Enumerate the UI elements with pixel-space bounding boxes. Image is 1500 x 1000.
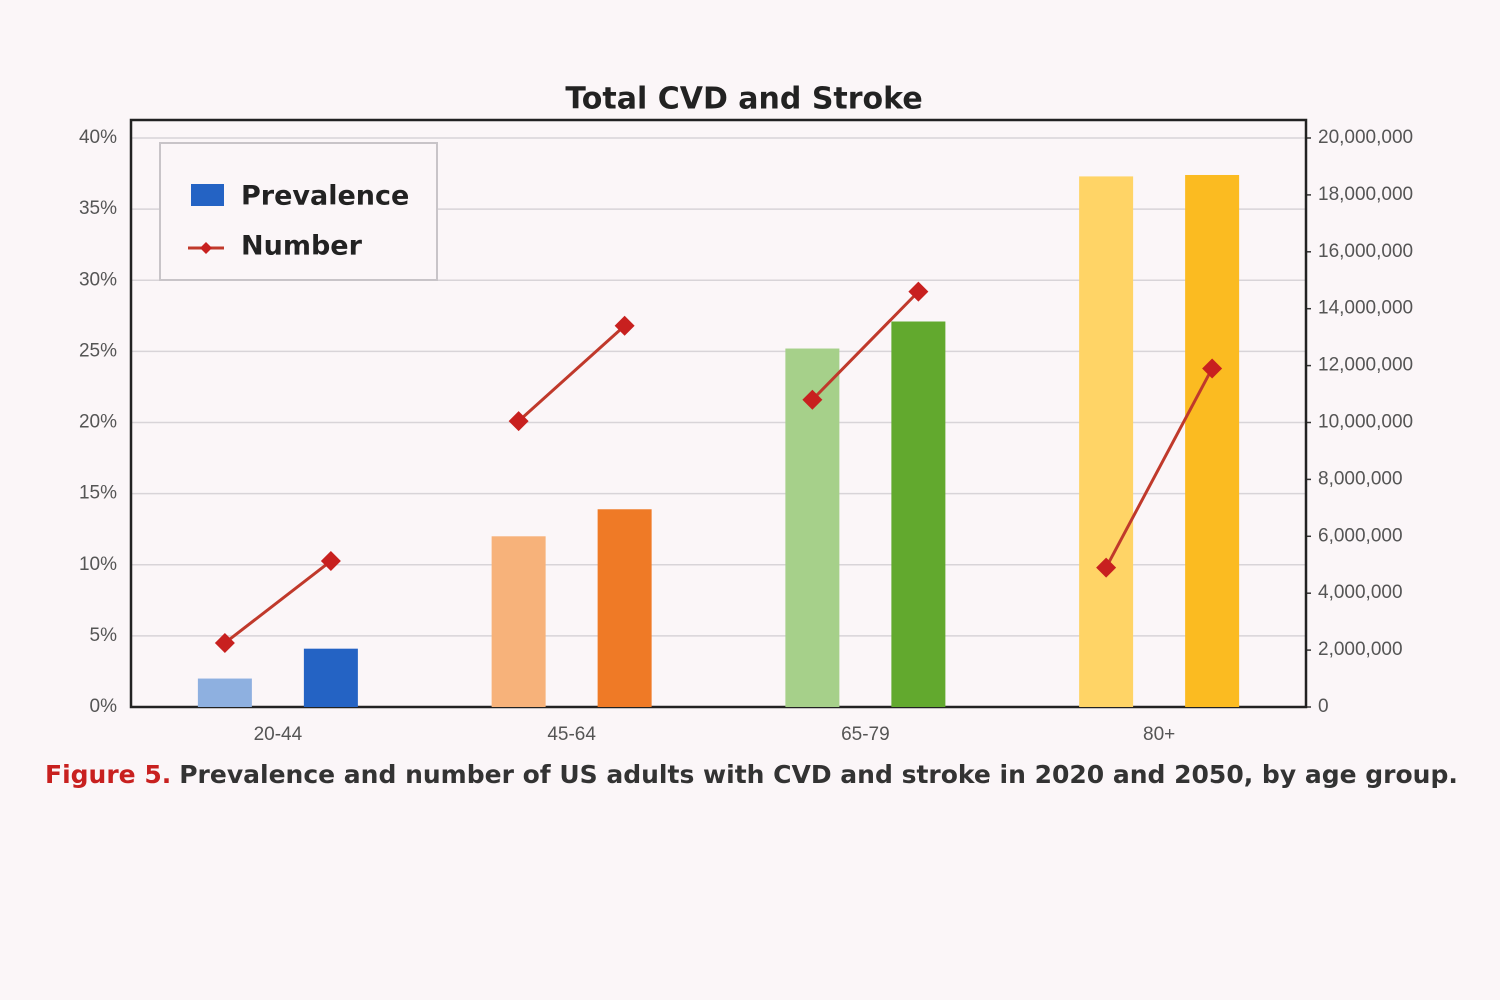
caption-text: Prevalence and number of US adults with … — [179, 760, 1458, 789]
y-tick-label: 0% — [90, 696, 118, 717]
y2-tick-label: 8,000,000 — [1318, 468, 1403, 489]
marker — [214, 632, 235, 653]
y2-tick-label: 0 — [1318, 696, 1329, 717]
bar — [303, 648, 358, 707]
y2-tick-label: 20,000,000 — [1318, 127, 1413, 148]
y2-tick-label: 18,000,000 — [1318, 184, 1413, 205]
y2-tick-label: 2,000,000 — [1318, 639, 1403, 660]
y-tick-label: 35% — [79, 198, 117, 219]
line — [811, 290, 920, 401]
bar — [891, 321, 946, 707]
marker — [1202, 358, 1223, 379]
y-tick-label: 30% — [79, 269, 117, 290]
bar — [197, 678, 252, 707]
x-tick-label: 45-64 — [547, 724, 596, 745]
legend-label: Prevalence — [241, 181, 409, 212]
legend-label: Number — [241, 231, 363, 262]
y-tick-label: 5% — [90, 625, 118, 646]
y2-tick-label: 16,000,000 — [1318, 241, 1413, 262]
marker — [614, 315, 635, 336]
marker — [908, 281, 929, 302]
y-tick-label: 20% — [79, 412, 117, 433]
caption: Figure 5. Prevalence and number of US adu… — [45, 760, 1458, 789]
x-tick-label: 80+ — [1143, 724, 1175, 745]
marker — [320, 551, 341, 572]
caption-label: Figure 5. — [45, 760, 171, 789]
line — [1104, 367, 1214, 569]
y2-tick-label: 4,000,000 — [1318, 582, 1403, 603]
line — [223, 559, 332, 645]
y2-tick-label: 14,000,000 — [1318, 298, 1413, 319]
marker — [1096, 557, 1117, 578]
marker — [802, 389, 823, 410]
y2-tick-label: 6,000,000 — [1318, 525, 1403, 546]
plot-frame — [129, 118, 1308, 709]
line — [517, 324, 626, 423]
y-tick-label: 10% — [79, 554, 117, 575]
legend-marker — [200, 242, 212, 254]
y2-tick-label: 10,000,000 — [1318, 412, 1413, 433]
bar — [1079, 176, 1134, 708]
chart-title: Total CVD and Stroke — [565, 82, 922, 117]
y-tick-label: 25% — [79, 340, 117, 361]
y2-tick-label: 12,000,000 — [1318, 355, 1413, 376]
marker — [508, 411, 529, 432]
y-tick-label: 15% — [79, 483, 117, 504]
x-tick-label: 65-79 — [841, 724, 890, 745]
x-tick-label: 20-44 — [254, 724, 303, 745]
bar — [1185, 174, 1240, 708]
legend-box — [159, 142, 438, 281]
y-tick-label: 40% — [79, 127, 117, 148]
bar — [597, 509, 652, 707]
bar — [491, 536, 546, 707]
legend-swatch — [191, 184, 224, 206]
